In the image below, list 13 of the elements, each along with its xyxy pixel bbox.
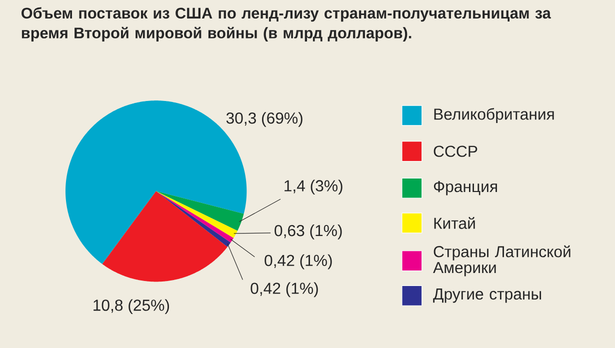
legend-label: СССР [434, 146, 478, 157]
legend-label: Другие страны [433, 288, 542, 303]
legend-label: Великобритания [434, 108, 554, 123]
data-label: 30,3 (69%) [226, 112, 302, 127]
data-label: 1,4 (3%) [284, 180, 342, 194]
data-label: 0,63 (1%) [274, 224, 342, 240]
data-label: 0,42 (1%) [264, 254, 332, 269]
legend-label: Страны Латинской Америки [433, 245, 570, 276]
legend-label: Китай [434, 216, 475, 229]
data-label: 10,8 (25%) [94, 299, 169, 314]
legend-label: Франция [434, 180, 497, 196]
chart-title: Объем поставок из США по ленд-лизу странам-получательницам за время Второй мировой войны (в млрд долларов). [22, 6, 551, 42]
data-label: 0,42 (1%) [250, 282, 318, 297]
